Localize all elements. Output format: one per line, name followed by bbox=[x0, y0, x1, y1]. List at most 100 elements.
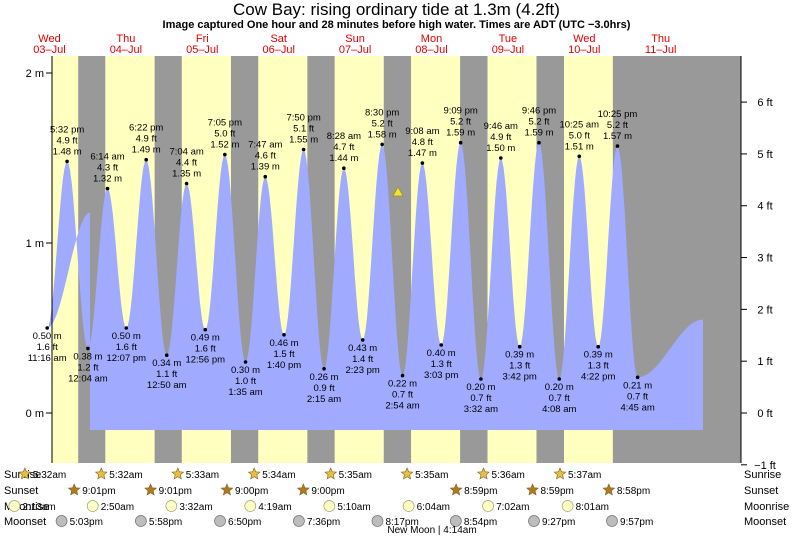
tide-ft: 1.3 ft bbox=[509, 361, 530, 372]
tide-m: 1.59 m bbox=[446, 128, 475, 139]
moonrise-icon bbox=[244, 500, 257, 512]
tide-m: 0.38 m bbox=[73, 351, 102, 362]
tide-ft: 5.2 ft bbox=[607, 120, 628, 131]
tide-point bbox=[458, 140, 463, 145]
moonrise-icon bbox=[402, 500, 415, 512]
tide-time: 10:25 am bbox=[559, 119, 599, 130]
tide-ft: 4.6 ft bbox=[255, 151, 276, 162]
tide-m: 1.55 m bbox=[289, 135, 318, 146]
right-tick-label: 0 ft bbox=[757, 408, 772, 420]
tide-time: 4:45 am bbox=[620, 402, 654, 413]
sun-icon bbox=[247, 467, 261, 480]
sunrise-time: 5:32am bbox=[33, 470, 66, 481]
tide-point bbox=[86, 346, 90, 351]
moonset-time: 5:58pm bbox=[149, 517, 182, 528]
day-name: Mon bbox=[421, 33, 442, 45]
moonset-icon bbox=[55, 515, 68, 527]
sun-icon bbox=[94, 467, 108, 480]
tide-point bbox=[65, 159, 69, 164]
moonrise-icon bbox=[86, 500, 99, 512]
tide-time: 2:54 am bbox=[385, 401, 419, 412]
tide-m: 1.49 m bbox=[132, 145, 161, 156]
tide-time: 3:32 am bbox=[464, 404, 498, 415]
sunrise-time: 5:33am bbox=[186, 470, 219, 481]
tide-point bbox=[203, 327, 208, 332]
row-label-right: Moonrise bbox=[744, 501, 789, 513]
day-name: Thu bbox=[116, 33, 135, 45]
tide-time: 5:32 pm bbox=[50, 124, 84, 135]
tide-time: 6:14 am bbox=[90, 152, 124, 163]
tide-ft: 1.2 ft bbox=[77, 362, 98, 373]
tide-time: 10:25 pm bbox=[598, 109, 638, 120]
sunset-time: 9:00pm bbox=[235, 486, 268, 497]
tide-m: 1.50 m bbox=[486, 143, 515, 154]
moonrise-icon bbox=[323, 500, 336, 512]
moonset-icon bbox=[135, 515, 147, 527]
moonrise-time: 2:50am bbox=[101, 502, 134, 513]
tide-ft: 1.3 ft bbox=[588, 361, 609, 372]
tide-m: 1.52 m bbox=[210, 140, 239, 151]
right-tick-label: 6 ft bbox=[757, 97, 772, 109]
tide-ft: 0.7 ft bbox=[549, 393, 570, 404]
sun-icon bbox=[526, 483, 539, 496]
tide-m: 1.51 m bbox=[565, 141, 594, 152]
sunset-time: 8:58pm bbox=[617, 486, 650, 497]
right-tick-label: −1 ft bbox=[754, 460, 776, 472]
day-date: 10–Jul bbox=[568, 44, 600, 56]
tide-point bbox=[263, 174, 268, 179]
tide-point bbox=[184, 181, 189, 186]
sun-icon bbox=[67, 483, 81, 496]
tide-m: 0.49 m bbox=[191, 333, 220, 344]
tide-m: 0.20 m bbox=[466, 382, 495, 393]
day-date: 05–Jul bbox=[186, 44, 218, 56]
moonrise-time: 2:13am bbox=[22, 502, 55, 513]
tide-m: 1.35 m bbox=[172, 169, 201, 180]
tide-point bbox=[537, 140, 541, 145]
moonset-time: 9:57pm bbox=[620, 517, 653, 528]
tide-m: 1.44 m bbox=[329, 153, 358, 164]
tide-ft: 1.4 ft bbox=[352, 354, 373, 365]
tide-point bbox=[420, 161, 425, 165]
sun-icon bbox=[553, 467, 567, 480]
tide-time: 7:04 am bbox=[169, 147, 203, 158]
sun-icon bbox=[220, 483, 234, 496]
day-name: Wed bbox=[573, 33, 595, 45]
moonset-time: 5:03pm bbox=[70, 517, 103, 528]
tide-ft: 5.0 ft bbox=[569, 130, 590, 141]
tide-point bbox=[360, 338, 365, 342]
day-name: Sat bbox=[270, 33, 287, 45]
moonrise-time: 7:02am bbox=[496, 502, 529, 513]
tide-ft: 4.3 ft bbox=[97, 163, 118, 174]
tide-ft: 1.6 ft bbox=[37, 342, 58, 353]
sunrise-time: 5:35am bbox=[339, 470, 372, 481]
tide-area-path bbox=[47, 142, 703, 430]
tide-point bbox=[124, 326, 129, 330]
moon-phase-note: New Moon | 4:14am bbox=[387, 525, 476, 536]
moonset-time: 8:17pm bbox=[385, 517, 418, 528]
tide-ft: 1.3 ft bbox=[431, 359, 452, 370]
tide-ft: 0.7 ft bbox=[392, 390, 413, 401]
tide-m: 0.21 m bbox=[623, 380, 652, 391]
sun-moon-events: SunriseSunriseSunsetSunsetMoonriseMoonri… bbox=[4, 467, 789, 536]
moonset-time: 8:54pm bbox=[464, 517, 497, 528]
moonrise-time: 8:01am bbox=[576, 502, 609, 513]
day-date: 08–Jul bbox=[415, 44, 447, 56]
tide-time: 12:07 pm bbox=[106, 353, 146, 364]
tide-ft: 1.0 ft bbox=[235, 376, 256, 387]
tide-time: 12:50 am bbox=[147, 380, 187, 391]
left-tick-label: 1 m bbox=[26, 238, 44, 250]
tide-time: 6:22 pm bbox=[129, 123, 163, 134]
tide-point bbox=[439, 343, 444, 347]
tide-ft: 1.5 ft bbox=[273, 349, 294, 360]
tide-point bbox=[517, 344, 522, 349]
sun-icon bbox=[18, 467, 32, 480]
sun-icon bbox=[171, 467, 185, 480]
tide-time: 3:03 pm bbox=[424, 370, 458, 381]
tide-ft: 4.9 ft bbox=[136, 134, 157, 145]
tide-point bbox=[45, 326, 49, 330]
moonrise-time: 5:10am bbox=[337, 502, 370, 513]
moonset-icon bbox=[606, 515, 618, 527]
tide-point bbox=[164, 353, 169, 358]
tide-m: 0.20 m bbox=[545, 382, 574, 393]
